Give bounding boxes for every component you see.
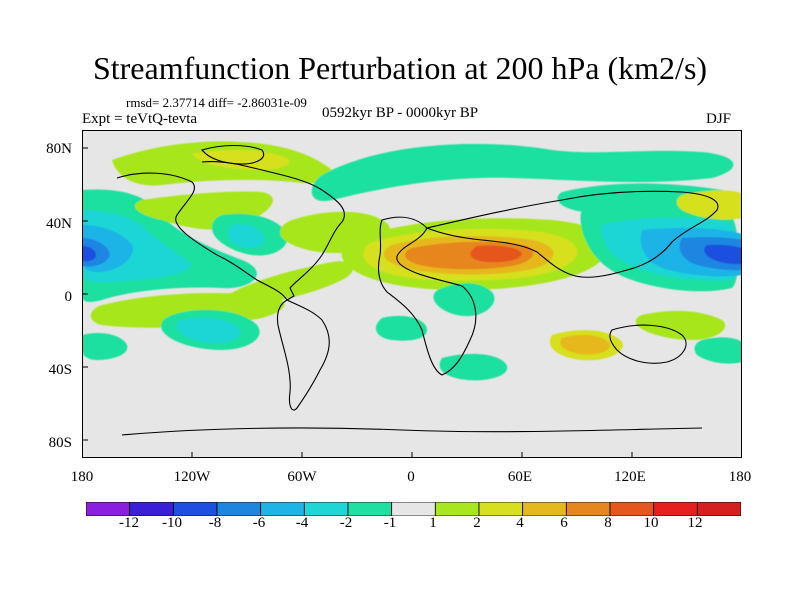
colorbar-swatch bbox=[696, 502, 741, 516]
colorbar-label: 2 bbox=[473, 515, 481, 531]
colorbar-label: -10 bbox=[162, 515, 182, 531]
colorbar-swatch bbox=[86, 502, 131, 516]
colorbar-swatch bbox=[653, 502, 698, 516]
coastline-south-america bbox=[276, 299, 330, 411]
x-tick-label: 180 bbox=[70, 469, 94, 485]
colorbar-swatch bbox=[129, 502, 174, 516]
x-tick-label: 60E bbox=[507, 469, 533, 485]
colorbar-label: 4 bbox=[516, 515, 524, 531]
colorbar-label: 6 bbox=[560, 515, 568, 531]
y-tick-label: 80S bbox=[48, 435, 72, 451]
x-tick-label: 60W bbox=[287, 469, 317, 485]
colorbar-label: -6 bbox=[252, 515, 266, 531]
colorbar-swatch bbox=[347, 502, 393, 516]
coastline-greenland bbox=[201, 144, 265, 165]
colorbar-swatch bbox=[391, 502, 436, 516]
x-tick-label: 180 bbox=[728, 469, 752, 485]
colorbar bbox=[86, 502, 741, 516]
x-tick-label: 120W bbox=[173, 469, 211, 485]
colorbar-swatch bbox=[565, 502, 611, 516]
colorbar-label: -12 bbox=[119, 515, 139, 531]
x-tick-label: 0 bbox=[407, 469, 415, 485]
colorbar-label: -1 bbox=[383, 515, 397, 531]
season-label: DJF bbox=[706, 111, 732, 127]
x-tick-label: 120E bbox=[614, 469, 646, 485]
tick-marks bbox=[82, 147, 633, 458]
colorbar-swatch bbox=[522, 502, 567, 516]
chart-title: Streamfunction Perturbation at 200 hPa (… bbox=[92, 50, 708, 86]
experiment-label: Expt = teVtQ-tevta bbox=[82, 111, 198, 127]
colorbar-label: -8 bbox=[208, 515, 222, 531]
colorbar-label: -2 bbox=[339, 515, 353, 531]
colorbar-swatch bbox=[609, 502, 655, 516]
colorbar-swatch bbox=[303, 502, 349, 516]
colorbar-swatch bbox=[216, 502, 262, 516]
map-plot bbox=[82, 130, 742, 458]
y-tick-label: 40S bbox=[48, 362, 72, 378]
coastline-north-america bbox=[116, 161, 345, 301]
stats-text: rmsd= 2.37714 diff= -2.86031e-09 bbox=[126, 95, 307, 110]
colorbar-label: 8 bbox=[604, 515, 612, 531]
colorbar-swatch bbox=[478, 502, 524, 516]
coastline-antarctica bbox=[121, 427, 703, 436]
y-tick-label: 0 bbox=[64, 289, 73, 305]
coastline-australia bbox=[609, 324, 687, 364]
colorbar-label: 10 bbox=[643, 515, 659, 531]
period-label: 0592kyr BP - 0000kyr BP bbox=[322, 105, 479, 121]
colorbar-label: 12 bbox=[687, 515, 703, 531]
colorbar-swatch bbox=[434, 502, 480, 516]
colorbar-label: -4 bbox=[295, 515, 309, 531]
coastlines bbox=[116, 144, 719, 436]
colorbar-swatch bbox=[172, 502, 218, 516]
colorbar-label: 1 bbox=[429, 515, 437, 531]
y-tick-label: 80N bbox=[46, 141, 72, 157]
coastline-africa-europe bbox=[377, 216, 477, 376]
colorbar-swatch bbox=[260, 502, 305, 516]
coastline-asia bbox=[425, 190, 719, 278]
y-tick-label: 40N bbox=[46, 216, 72, 232]
